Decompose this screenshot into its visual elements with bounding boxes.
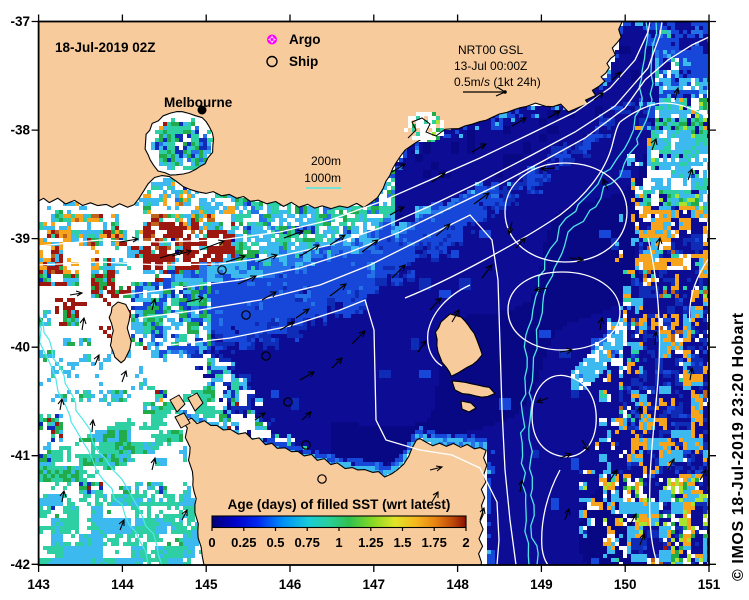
svg-text:-41: -41 [10, 448, 30, 463]
svg-text:0.5: 0.5 [266, 535, 284, 550]
svg-text:NRT00 GSL: NRT00 GSL [458, 43, 523, 57]
svg-text:2: 2 [462, 535, 469, 550]
svg-text:148: 148 [446, 577, 469, 592]
svg-text:© IMOS 18-Jul-2019 23:20 Hobar: © IMOS 18-Jul-2019 23:20 Hobart [730, 312, 747, 581]
svg-text:1.5: 1.5 [393, 535, 411, 550]
svg-text:0.25: 0.25 [231, 535, 256, 550]
svg-text:143: 143 [27, 577, 50, 592]
svg-text:-42: -42 [10, 557, 30, 572]
svg-text:145: 145 [195, 577, 218, 592]
svg-text:0.5m/s (1kt 24h): 0.5m/s (1kt 24h) [454, 75, 541, 89]
svg-text:1: 1 [335, 535, 342, 550]
svg-text:Age (days) of filled SST (wrt: Age (days) of filled SST (wrt latest) [228, 497, 451, 512]
svg-text:1000m: 1000m [304, 171, 341, 185]
svg-text:Melbourne: Melbourne [164, 95, 233, 110]
svg-text:-38: -38 [10, 123, 30, 138]
svg-text:200m: 200m [311, 154, 341, 168]
svg-text:149: 149 [530, 577, 553, 592]
svg-text:Ship: Ship [289, 54, 318, 69]
svg-text:150: 150 [614, 577, 637, 592]
svg-text:147: 147 [363, 577, 386, 592]
svg-text:-40: -40 [10, 340, 30, 355]
svg-text:1.75: 1.75 [422, 535, 447, 550]
svg-text:-37: -37 [10, 14, 30, 29]
svg-text:13-Jul 00:00Z: 13-Jul 00:00Z [454, 59, 527, 73]
svg-text:18-Jul-2019 02Z: 18-Jul-2019 02Z [55, 40, 156, 55]
svg-text:0: 0 [208, 535, 215, 550]
svg-text:1.25: 1.25 [358, 535, 383, 550]
svg-text:-39: -39 [10, 231, 30, 246]
svg-text:0.75: 0.75 [295, 535, 320, 550]
svg-text:151: 151 [698, 577, 721, 592]
svg-text:144: 144 [111, 577, 134, 592]
svg-text:146: 146 [279, 577, 302, 592]
svg-text:Argo: Argo [289, 32, 321, 47]
